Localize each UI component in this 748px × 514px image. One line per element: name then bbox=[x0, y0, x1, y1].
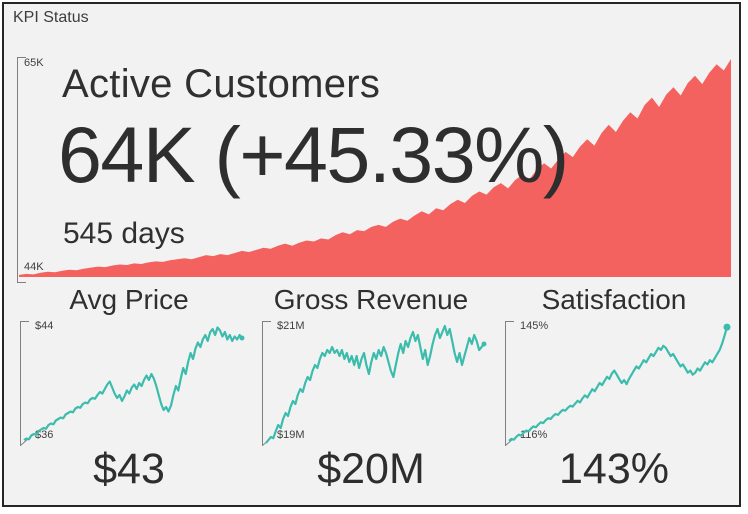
mini-axis-bracket bbox=[505, 321, 514, 446]
metric-title: Active Customers bbox=[62, 62, 381, 106]
mini-panel-avg-price: Avg Price $44 $36 $43 bbox=[8, 283, 250, 505]
kpi-status-card: KPI Status 65K 44K Active Customers 64K … bbox=[2, 2, 741, 507]
mini-title: Gross Revenue bbox=[273, 284, 469, 315]
mini-axis-bracket bbox=[20, 321, 29, 446]
main-axis-max-label: 65K bbox=[24, 57, 44, 69]
mini-axis-max-label: $21M bbox=[277, 320, 305, 332]
mini-value: 143% bbox=[559, 445, 669, 493]
mini-axis-max-label: $44 bbox=[35, 320, 54, 332]
avg-price-sparkline[interactable] bbox=[23, 323, 245, 443]
mini-axis-min-label: $36 bbox=[35, 429, 54, 441]
mini-title: Avg Price bbox=[69, 284, 189, 315]
satisfaction-sparkline[interactable] bbox=[508, 323, 731, 443]
mini-axis-max-label: 145% bbox=[520, 320, 549, 332]
main-chart-axis-bracket bbox=[17, 57, 26, 283]
gross-revenue-sparkline[interactable] bbox=[265, 323, 487, 444]
mini-value: $20M bbox=[317, 445, 425, 493]
mini-panel-satisfaction: Satisfaction 145% 116% 143% bbox=[493, 283, 735, 505]
main-axis-min-label: 44K bbox=[24, 261, 44, 273]
mini-panel-gross-revenue: Gross Revenue $21M $19M $20M bbox=[250, 283, 492, 505]
mini-axis-min-label: 116% bbox=[520, 429, 548, 441]
mini-axis-min-label: $19M bbox=[277, 429, 305, 441]
card-title: KPI Status bbox=[13, 9, 89, 26]
metric-value: 64K (+45.33%) bbox=[58, 110, 569, 199]
mini-title: Satisfaction bbox=[541, 284, 687, 315]
mini-value: $43 bbox=[93, 445, 165, 493]
active-customers-area-chart[interactable] bbox=[19, 58, 731, 277]
metric-period: 545 days bbox=[63, 217, 185, 250]
